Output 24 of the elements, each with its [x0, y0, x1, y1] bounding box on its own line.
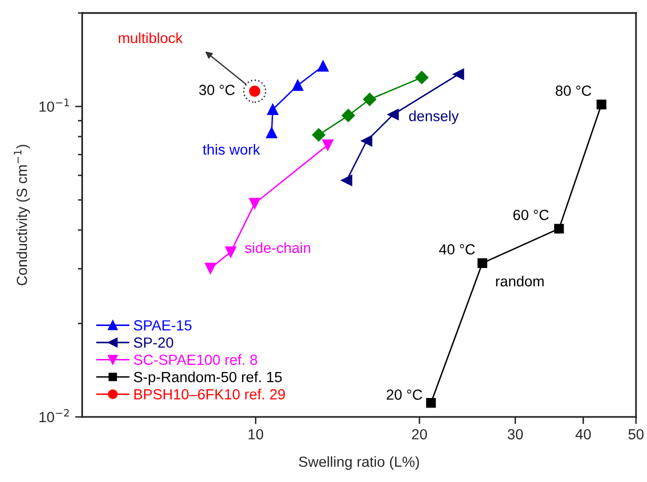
legend-label: SP-20 [134, 337, 174, 348]
x-tick-label: 30 [508, 429, 523, 440]
legend-label: SPAE-15 [134, 320, 192, 331]
legend-label: BPSH10–6FK10 ref. 29 [134, 388, 285, 400]
y-tick-label: 10$^{−2}$ [40, 408, 69, 422]
annotation: side-chain [245, 242, 310, 254]
x-axis-title: Swelling ratio (L%) [298, 456, 419, 470]
legend-label: SC-SPAE100 ref. 8 [134, 354, 258, 365]
x-tick-label: 10 [248, 429, 264, 440]
annotation: 80 °C [556, 86, 592, 96]
legend-label: S-p-Random-50 ref. 15 [134, 372, 282, 386]
x-tick-label: 40 [575, 429, 591, 440]
annotation: 30 °C [199, 84, 235, 96]
annotation: 60 °C [513, 210, 549, 220]
annotation: 40 °C [439, 244, 475, 254]
annotation: 20 °C [386, 390, 422, 400]
x-tick-label: 20 [412, 429, 427, 440]
y-axis-title: Conductivity (S cm$^{−1}$) [14, 144, 30, 286]
x-tick-label: 50 [628, 429, 644, 440]
annotation: densely [409, 110, 459, 124]
y-tick-label: 10$^{−1}$ [40, 98, 69, 112]
annotation: multiblock [118, 32, 183, 44]
annotation: this work [202, 144, 260, 155]
annotation: random [496, 276, 544, 286]
